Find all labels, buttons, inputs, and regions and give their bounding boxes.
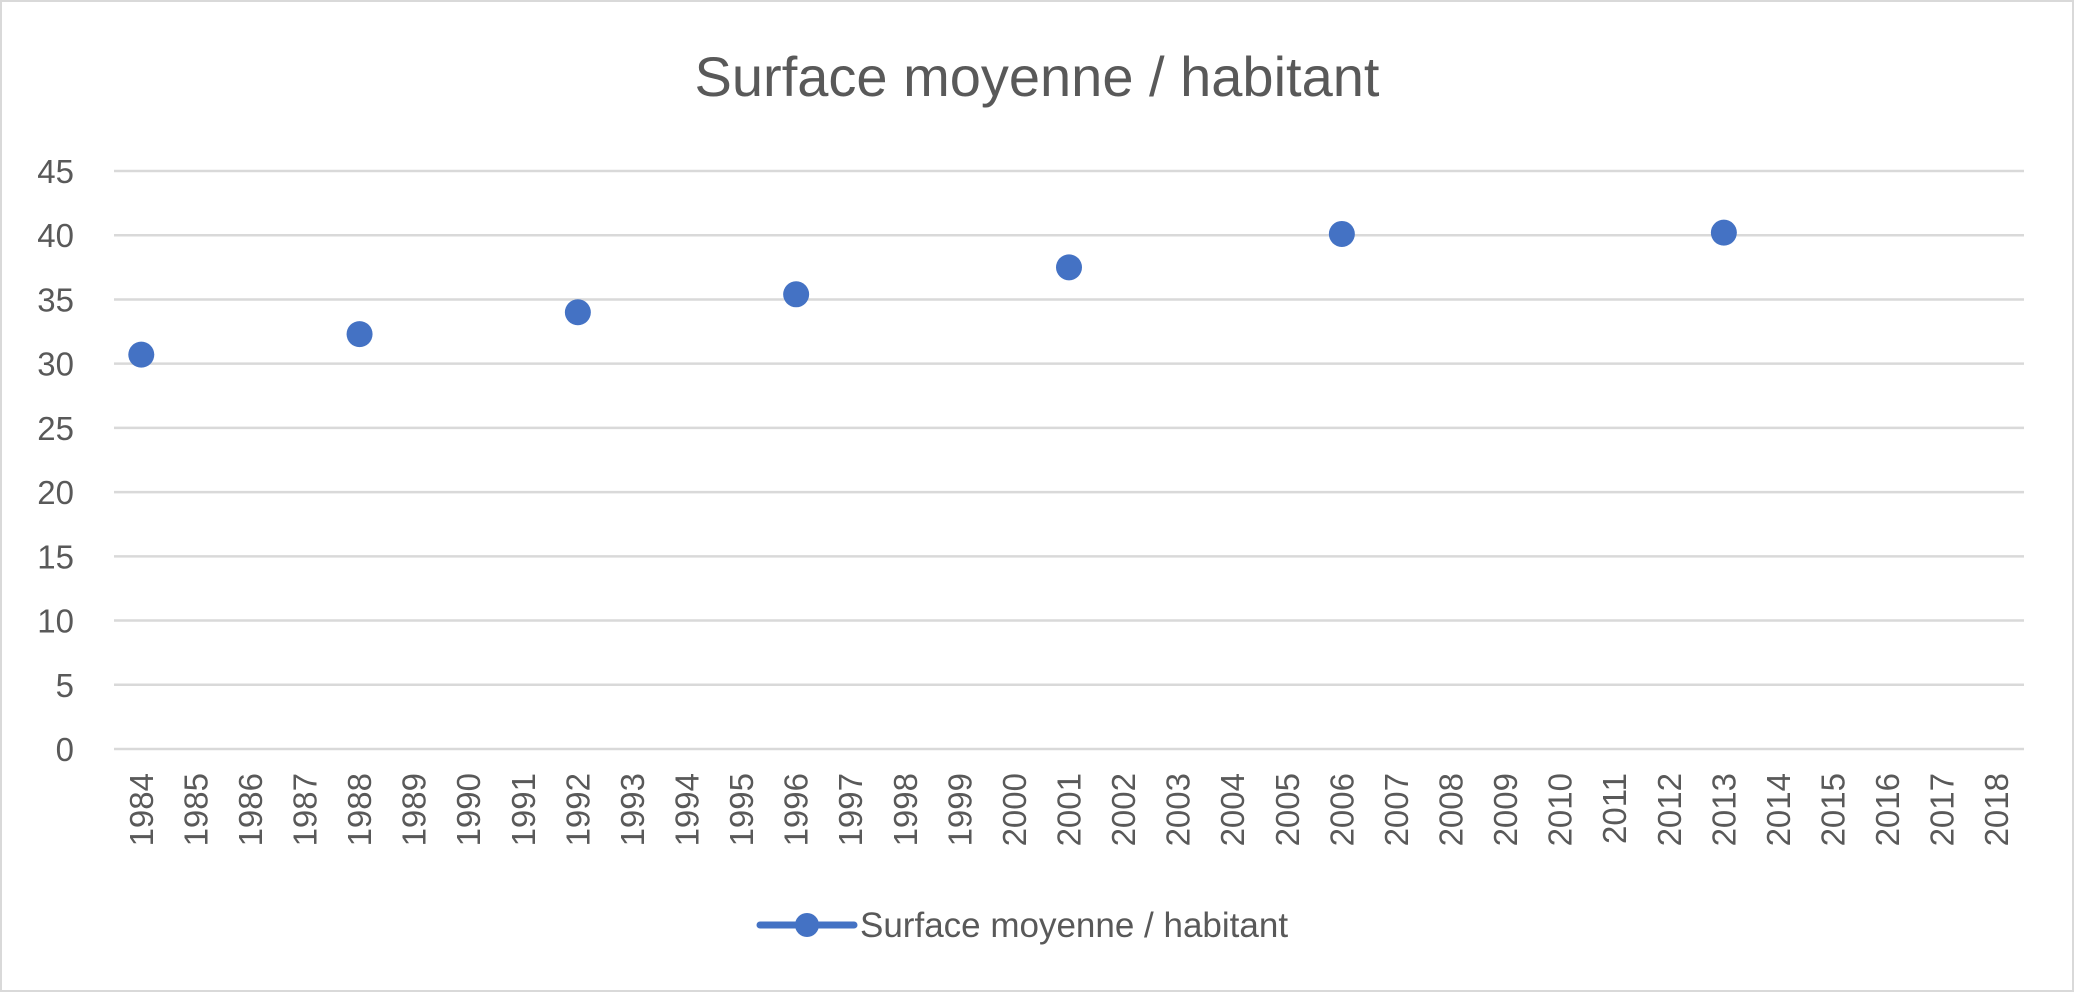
x-tick-label: 1991 (505, 773, 542, 846)
x-tick-label: 1987 (287, 773, 324, 846)
y-tick-label: 35 (37, 281, 74, 318)
y-tick-label: 0 (56, 731, 74, 768)
x-tick-label: 1993 (614, 773, 651, 846)
data-point (564, 299, 591, 326)
x-tick-label: 2011 (1596, 773, 1633, 844)
x-tick-label: 2016 (1869, 773, 1906, 846)
x-tick-label: 2009 (1487, 773, 1524, 846)
x-tick-label: 1985 (177, 773, 214, 846)
x-tick-label: 1990 (450, 773, 487, 846)
x-tick-label: 2000 (996, 773, 1033, 846)
x-tick-label: 2017 (1924, 773, 1961, 846)
y-tick-label: 20 (37, 474, 74, 511)
data-point (128, 341, 155, 368)
x-tick-label: 1989 (396, 773, 433, 846)
x-tick-label: 1999 (941, 773, 978, 846)
x-tick-label: 2015 (1815, 773, 1852, 846)
data-point (1328, 220, 1355, 247)
legend-label: Surface moyenne / habitant (860, 906, 1288, 945)
x-tick-label: 1997 (832, 773, 869, 846)
x-tick-label: 2006 (1323, 773, 1360, 846)
x-tick-label: 2004 (1214, 773, 1251, 846)
x-tick-label: 2014 (1760, 773, 1797, 846)
y-tick-label: 45 (37, 153, 74, 190)
data-point (1710, 219, 1737, 246)
x-tick-label: 2013 (1705, 773, 1742, 846)
x-tick-label: 1988 (341, 773, 378, 846)
x-tick-label: 2012 (1651, 773, 1688, 846)
legend[interactable]: Surface moyenne / habitant (756, 906, 1288, 945)
x-tick-label: 2003 (1160, 773, 1197, 846)
y-tick-label: 40 (37, 217, 74, 254)
x-tick-label: 2018 (1978, 773, 2015, 846)
x-tick-label: 2001 (1051, 773, 1088, 846)
y-tick-label: 15 (37, 538, 74, 575)
y-tick-label: 10 (37, 603, 74, 640)
legend-marker-icon (795, 913, 819, 937)
x-axis-tick-labels: 1984 1985 1986 1987 1988 1989 1990 1991 1992 1993… (123, 773, 2015, 846)
data-point (346, 321, 373, 348)
data-points (128, 219, 1737, 368)
y-tick-label: 30 (37, 346, 74, 383)
chart-title: Surface moyenne / habitant (695, 45, 1380, 108)
y-tick-label: 25 (37, 410, 74, 447)
x-tick-label: 1998 (887, 773, 924, 846)
data-point (1056, 254, 1082, 281)
x-tick-label: 1986 (232, 773, 269, 846)
y-axis-tick-labels: 0 5 10 15 20 25 30 35 40 45 (37, 153, 74, 768)
x-tick-label: 2007 (1378, 773, 1415, 846)
x-tick-label: 2008 (1433, 773, 1470, 846)
x-tick-label: 2005 (1269, 773, 1306, 846)
data-point (783, 281, 810, 308)
x-tick-label: 1995 (723, 773, 760, 846)
x-tick-label: 1994 (669, 773, 706, 846)
x-tick-label: 1992 (559, 773, 596, 846)
x-tick-label: 1984 (123, 773, 160, 846)
gridlines (114, 169, 2024, 751)
x-tick-label: 1996 (778, 773, 815, 846)
x-tick-label: 2010 (1542, 773, 1579, 846)
x-tick-label: 2002 (1105, 773, 1142, 846)
y-tick-label: 5 (56, 667, 74, 704)
